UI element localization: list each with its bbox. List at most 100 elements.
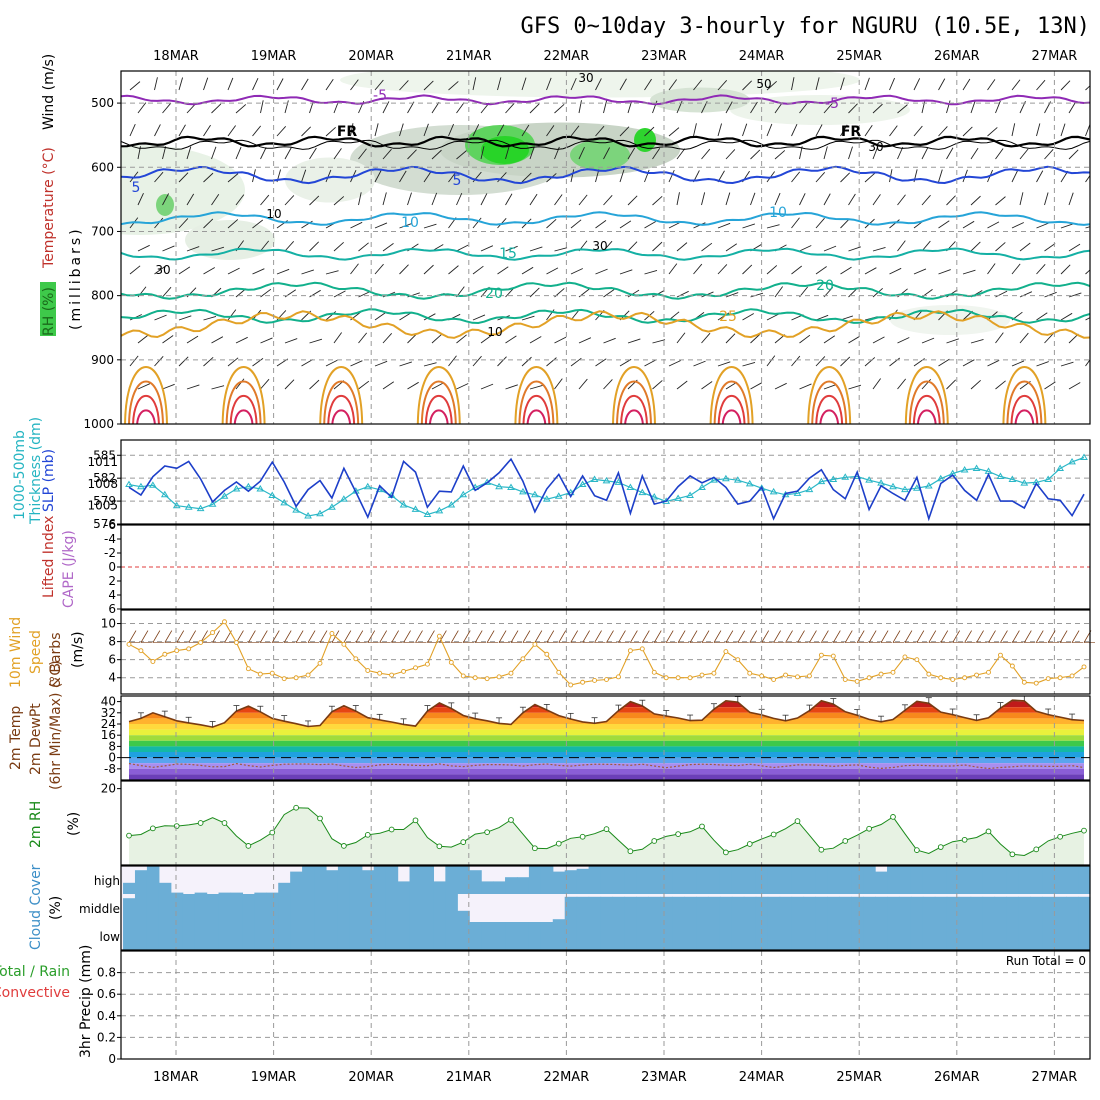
wind-barb (578, 337, 592, 344)
wind-barb (1094, 334, 1100, 343)
run-total: Run Total = 0 (1006, 954, 1086, 968)
cloud-bar (684, 896, 697, 922)
isotherm-line (121, 94, 1090, 106)
wind-barb (137, 383, 151, 390)
wind-barb (840, 218, 850, 229)
wind-speed-point (389, 672, 395, 678)
cloud-bar (791, 922, 805, 950)
y-tick-label: 4 (108, 588, 116, 602)
isotherm-line (121, 135, 1090, 148)
cloud-bar (827, 922, 840, 950)
cloud-bar (134, 894, 148, 922)
wind-barb (439, 630, 447, 643)
cloud-bar (946, 866, 960, 894)
slp-point (125, 480, 133, 488)
wind-speed-point (162, 651, 168, 657)
wind-barb (848, 246, 861, 252)
wind-barb (864, 357, 876, 367)
wind-barb (505, 245, 518, 252)
wind-barb (946, 147, 954, 160)
wind-barb (301, 269, 315, 275)
y-tick-label: 0.6 (97, 987, 116, 1001)
cloud-ylabel-1: Cloud Cover (28, 864, 44, 950)
cloud-bar (982, 866, 996, 894)
wind-barb (162, 146, 167, 160)
wind-barb (325, 126, 336, 137)
wind-speed-point (1009, 663, 1015, 669)
rh-point (985, 828, 992, 835)
wind-barb (856, 630, 865, 643)
wind-barb (668, 169, 675, 183)
warm-contour (811, 380, 848, 424)
wind-barb (284, 338, 298, 344)
warm-contour (612, 366, 656, 424)
wind-barb (970, 195, 981, 206)
cloud-bar (290, 922, 303, 950)
wind-barb (619, 269, 633, 275)
isotherm-label: 25 (719, 309, 737, 325)
wind-barb (227, 77, 234, 91)
slp-point (829, 475, 838, 482)
wind-barb (415, 630, 423, 643)
rh-point (460, 839, 467, 845)
slp-point (268, 491, 277, 499)
wind-barb (766, 80, 777, 91)
cloud-bar (588, 922, 602, 950)
cloud-bar (863, 896, 876, 922)
slp-point (137, 482, 145, 490)
wind-barb (987, 221, 1000, 229)
warm-contour (225, 380, 262, 424)
wind-barb (358, 291, 371, 298)
wind-barb (391, 630, 399, 643)
wind-barb (227, 125, 237, 137)
wind-barb (619, 358, 632, 367)
wind-barb (578, 378, 588, 390)
cloud-bar (409, 894, 423, 922)
temp-frame (120, 695, 1091, 781)
isotherm-label: 20 (816, 278, 834, 294)
precip-ylabel-3: 3hr Precip (mm) (78, 945, 94, 1058)
wind-barb (423, 80, 434, 91)
date-label-bottom: 22MAR (544, 1070, 590, 1085)
wind-barb (374, 170, 382, 183)
slp-point (244, 482, 253, 490)
slp-line (128, 456, 1085, 517)
slp-point (745, 479, 754, 487)
wind-speed-point (974, 672, 980, 678)
wind-barb (1060, 361, 1074, 367)
wind-barb (456, 102, 465, 114)
wind-barb (693, 360, 706, 367)
rh-point (723, 849, 729, 856)
wind-barb (840, 77, 845, 91)
cloud-bar (994, 866, 1008, 894)
wind-barb (652, 339, 666, 344)
temp-ylabel-1: 2m Temp (8, 706, 24, 770)
wind-barb (701, 332, 711, 344)
rh-contour-label: 10 (266, 207, 281, 221)
rh-contour-label: 30 (578, 71, 593, 85)
rh-point (603, 826, 610, 832)
wind-barb (750, 192, 756, 206)
cloud-bar (779, 896, 793, 922)
wind-barb (619, 126, 630, 137)
wind-barb (128, 630, 137, 643)
cloud-bar (230, 892, 244, 894)
wind-barb (766, 123, 773, 137)
wind-speed-point (795, 674, 800, 680)
wind-barb (203, 356, 214, 367)
wind-barb (309, 379, 320, 390)
wind-barb (162, 193, 170, 206)
wind-barb (962, 78, 971, 91)
wind-barb (407, 381, 419, 390)
wind-speed-point (806, 673, 812, 679)
slp-point (495, 482, 503, 490)
wind-barb (570, 169, 575, 183)
wind-barb (897, 146, 904, 160)
cloud-bar (1018, 896, 1031, 922)
wind-ylabel-4: (m/s) (70, 631, 86, 668)
cloud-grid (175, 866, 1055, 950)
wind-barb (823, 245, 837, 252)
cloud-bar (767, 896, 781, 922)
wind-barb (725, 192, 731, 206)
cloud-bar (194, 894, 208, 922)
